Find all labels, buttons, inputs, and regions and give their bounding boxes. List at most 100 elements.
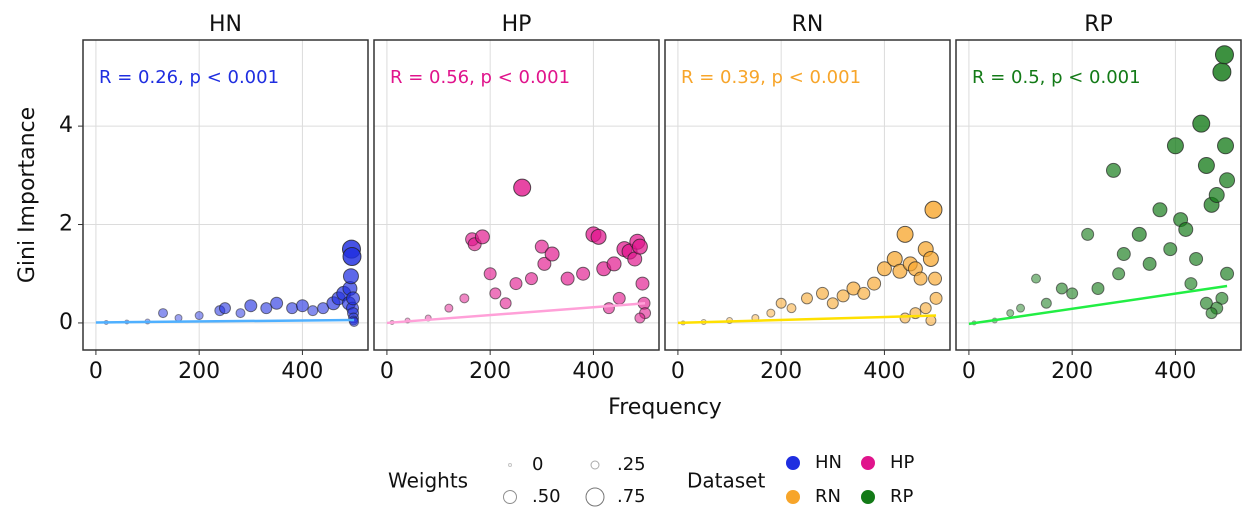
panel-title: HN [209,12,242,37]
x-tick-label: 400 [281,359,323,384]
point [1031,273,1042,284]
point [1006,309,1015,318]
fit-line [968,284,1228,326]
panel-border [82,39,369,351]
panel-background [83,40,368,350]
point [544,246,560,262]
x-tick-label: 400 [1154,359,1196,384]
size-legend-label: .50 [532,486,561,507]
x-tick-label: 0 [671,359,685,384]
point [194,311,204,321]
point [1205,307,1218,320]
x-tick-label: 200 [1051,359,1093,384]
point [524,272,538,286]
fit-line [95,318,355,324]
size-legend-title: Weights [388,469,468,493]
point [513,178,532,197]
point [922,250,939,267]
x-axis-label: Frequency [608,395,722,420]
size-legend-key [503,490,517,504]
point [1163,242,1178,257]
point [766,308,776,318]
point [260,302,273,315]
point [899,312,911,324]
point [590,228,607,245]
y-tick-label: 4 [59,113,73,138]
panel-title: RN [792,12,824,37]
point [474,229,490,245]
point [158,308,169,319]
point [499,297,512,310]
annotation: R = 0.56, p < 0.001 [390,67,570,88]
panel-title: RP [1084,12,1113,37]
point [1219,172,1236,189]
x-tick-label: 0 [380,359,394,384]
point [1116,247,1131,262]
point [444,303,454,313]
fit-line [386,302,646,325]
point [1142,256,1157,271]
x-tick-label: 400 [863,359,905,384]
point [560,271,575,286]
color-legend-label: RN [815,486,841,507]
point [295,299,309,313]
color-legend-label: HP [890,452,915,473]
point [1208,187,1225,203]
point [509,277,523,291]
point [876,261,892,277]
size-legend-key [508,463,512,467]
point [602,302,615,315]
point [1166,137,1184,155]
size-legend-label: 0 [532,454,543,475]
color-legend-key [786,456,800,470]
point [346,291,361,306]
point [892,263,908,279]
point [606,256,622,272]
point [836,289,850,303]
point [867,276,882,291]
points [386,178,652,325]
color-legend-title: Dataset [687,469,765,493]
annotation: R = 0.39, p < 0.001 [681,67,861,88]
points [968,45,1236,326]
point [270,296,284,310]
point [634,312,646,324]
point [924,200,943,219]
point [1081,227,1095,241]
point [459,293,470,304]
point [1178,221,1194,237]
point [1066,287,1079,300]
point [1112,267,1126,281]
point [235,308,246,319]
point [929,291,943,305]
point [1105,162,1121,178]
point [1212,62,1232,82]
point [775,297,787,309]
x-tick-label: 0 [89,359,103,384]
x-tick-label: 200 [469,359,511,384]
point [896,225,914,243]
point [913,271,928,286]
point [815,286,829,300]
point [1192,114,1211,133]
point [800,292,813,305]
point [1217,137,1235,155]
size-legend-label: .25 [617,454,646,475]
panel-background [374,40,659,350]
point [1220,266,1235,281]
point [612,291,626,305]
point [1189,251,1204,266]
point [1184,277,1198,291]
color-legend-key [861,456,875,470]
y-axis-label: Gini Importance [15,107,40,283]
size-legend-key [585,487,605,507]
point [1152,202,1168,218]
point [576,266,591,281]
panel-border [955,39,1242,351]
fit-line [677,314,937,325]
point [483,267,497,281]
point [1091,281,1105,295]
point [1214,45,1234,65]
